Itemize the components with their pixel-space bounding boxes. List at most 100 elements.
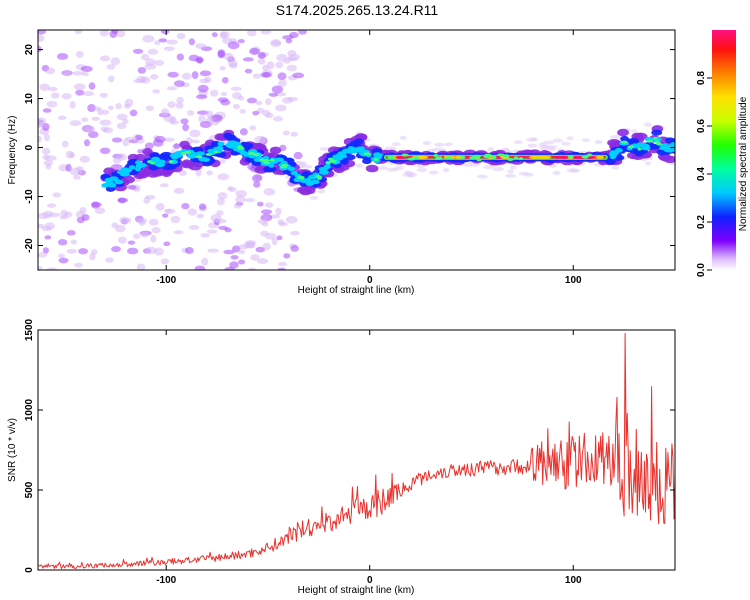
heatmap-noise-blob	[264, 232, 277, 240]
heatmap-noise-blob	[57, 115, 67, 120]
heatmap-ridge-blob	[318, 166, 328, 172]
heatmap-ridge-peak	[363, 152, 371, 156]
x-tick-label: -100	[156, 575, 176, 586]
heatmap-noise-blob	[220, 91, 228, 97]
heatmap-noise-blob	[644, 161, 652, 166]
heatmap-noise-blob	[155, 203, 165, 211]
heatmap-noise-blob	[136, 217, 148, 224]
heatmap-noise-blob	[133, 233, 141, 239]
heatmap-ridge-blob	[195, 151, 206, 156]
colorbar-tick-label: 0.4	[696, 167, 707, 181]
colorbar-label: Normalized spectral amplitude	[738, 96, 749, 231]
heatmap-ridge-peak	[503, 154, 510, 158]
heatmap-noise-blob	[221, 76, 229, 84]
heatmap-noise-blob	[46, 100, 58, 108]
heatmap-noise-blob	[277, 72, 287, 81]
heatmap-noise-blob	[302, 164, 313, 169]
heatmap-noise-blob	[117, 197, 129, 203]
heatmap-noise-blob	[127, 240, 136, 245]
heatmap-noise-blob	[58, 253, 65, 259]
heatmap-ridge-peak	[401, 153, 409, 157]
heatmap-noise-blob	[256, 201, 264, 207]
heatmap-noise-blob	[58, 257, 69, 264]
heatmap-noise-blob	[215, 218, 227, 224]
y-tick-label: 1500	[24, 318, 35, 341]
heatmap-noise-blob	[124, 98, 134, 107]
heatmap-ridge-peak	[469, 156, 478, 160]
heatmap-noise-blob	[217, 173, 230, 181]
heatmap-ridge-blob	[275, 157, 285, 163]
heatmap-noise-blob	[173, 230, 184, 235]
heatmap-ridge-blob	[223, 132, 233, 139]
heatmap-noise-blob	[188, 38, 195, 46]
heatmap-noise-blob	[428, 170, 439, 175]
heatmap-noise-blob	[80, 65, 93, 72]
heatmap-noise-blob	[239, 108, 246, 114]
heatmap-ridge-blob	[372, 152, 382, 157]
heatmap-ridge-blob	[290, 170, 298, 176]
colorbar-tick-label: 0.2	[696, 215, 707, 229]
heatmap-noise-blob	[317, 189, 326, 194]
heatmap-ridge-peak	[637, 147, 642, 151]
heatmap-noise-blob	[239, 128, 248, 136]
heatmap-noise-blob	[126, 185, 137, 190]
figure-title: S174.2025.265.13.24.R11	[276, 2, 439, 18]
heatmap-noise-blob	[127, 247, 139, 255]
heatmap-noise-blob	[285, 216, 298, 224]
heatmap-noise-blob	[229, 261, 239, 269]
heatmap-noise-blob	[136, 75, 147, 83]
heatmap-noise-blob	[163, 46, 175, 51]
heatmap-noise-blob	[217, 49, 226, 58]
heatmap-noise-blob	[42, 210, 54, 219]
heatmap-ridge-blob	[354, 147, 365, 153]
heatmap-noise-blob	[217, 97, 229, 103]
colorbar: 0.0 0.2 0.4 0.6 0.8 Normalized spectral ampl…	[696, 30, 749, 277]
heatmap-noise-blob	[91, 116, 101, 121]
heatmap-noise-blob	[262, 109, 271, 117]
heatmap-noise-blob	[79, 206, 87, 214]
heatmap-noise-blob	[75, 50, 84, 58]
heatmap-noise-blob	[538, 142, 547, 147]
x-tick-label: 0	[367, 575, 373, 586]
heatmap-noise-blob	[137, 149, 144, 154]
heatmap-noise-blob	[173, 187, 185, 195]
spectrogram-heatmap	[38, 30, 675, 270]
heatmap-noise-blob	[247, 30, 257, 37]
heatmap-ridge-peak	[507, 157, 514, 161]
heatmap-noise-blob	[216, 210, 224, 216]
heatmap-noise-blob	[561, 141, 571, 146]
heatmap-noise-blob	[265, 98, 272, 105]
heatmap-noise-blob	[631, 129, 638, 134]
snr-x-ticks: -100 0 100	[156, 330, 582, 586]
heatmap-noise-blob	[160, 30, 170, 35]
heatmap-noise-blob	[542, 140, 555, 145]
heatmap-noise-blob	[51, 92, 60, 99]
heatmap-noise-blob	[132, 48, 144, 54]
heatmap-ridge-peak	[567, 155, 574, 159]
heatmap-ridge-peak	[513, 156, 519, 160]
heatmap-noise-blob	[188, 225, 200, 230]
heatmap-noise-blob	[277, 267, 286, 270]
heatmap-ridge-blob	[214, 133, 226, 141]
heatmap-ridge-blob	[169, 153, 179, 158]
heatmap-noise-blob	[462, 162, 473, 167]
heatmap-ridge-peak	[184, 150, 192, 154]
heatmap-noise-blob	[47, 86, 58, 92]
heatmap-noise-blob	[208, 121, 220, 126]
heatmap-ridge-blob	[225, 142, 233, 148]
heatmap-ridge-blob	[241, 142, 252, 149]
heatmap-noise-blob	[147, 48, 159, 55]
heatmap-ridge-blob	[202, 160, 213, 167]
heatmap-noise-blob	[422, 141, 431, 146]
heatmap-noise-blob	[195, 168, 202, 177]
heatmap-noise-blob	[384, 146, 397, 151]
heatmap-noise-blob	[530, 137, 539, 142]
heatmap-ridge-peak	[387, 155, 395, 159]
heatmap-noise-blob	[182, 123, 189, 132]
heatmap-noise-blob	[62, 70, 72, 77]
heatmap-noise-blob	[396, 165, 404, 170]
heatmap-noise-blob	[75, 89, 85, 96]
heatmap-ridge-peak	[180, 151, 186, 155]
heatmap-noise-blob	[44, 235, 52, 240]
heatmap-noise-blob	[255, 100, 263, 106]
